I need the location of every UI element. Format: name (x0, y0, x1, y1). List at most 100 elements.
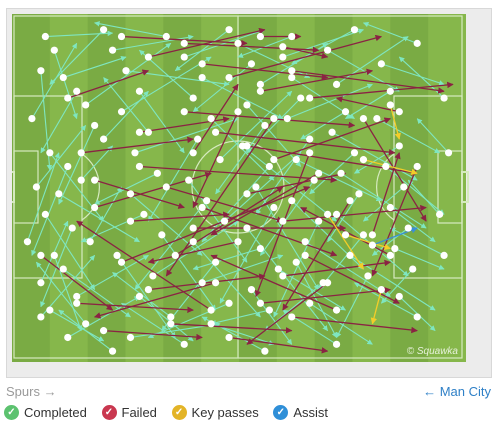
pass-origin-dot[interactable] (368, 241, 376, 249)
pass-origin-dot[interactable] (409, 265, 417, 273)
pass-origin-dot[interactable] (162, 32, 170, 41)
pass-origin-dot[interactable] (207, 320, 215, 328)
pass-origin-dot[interactable] (194, 135, 202, 143)
pass-origin-dot[interactable] (364, 272, 372, 280)
pass-origin-dot[interactable] (413, 162, 421, 171)
pass-origin-dot[interactable] (37, 67, 45, 75)
pass-origin-dot[interactable] (440, 251, 448, 259)
pass-origin-dot[interactable] (306, 135, 314, 143)
pass-origin-dot[interactable] (68, 224, 76, 232)
pass-origin-dot[interactable] (306, 149, 314, 157)
pass-origin-dot[interactable] (265, 306, 273, 314)
pass-origin-dot[interactable] (391, 244, 399, 253)
pass-origin-dot[interactable] (198, 279, 206, 287)
pass-origin-dot[interactable] (332, 210, 341, 218)
pass-origin-dot[interactable] (243, 190, 251, 198)
pass-origin-dot[interactable] (256, 80, 264, 88)
pass-origin-dot[interactable] (207, 115, 215, 123)
pass-origin-dot[interactable] (341, 231, 350, 239)
pass-origin-dot[interactable] (50, 251, 58, 259)
pass-origin-dot[interactable] (108, 347, 117, 355)
pass-origin-dot[interactable] (261, 121, 269, 130)
pass-origin-dot[interactable] (324, 210, 332, 218)
pass-origin-dot[interactable] (373, 115, 381, 123)
pass-origin-dot[interactable] (341, 108, 350, 116)
pass-origin-dot[interactable] (288, 313, 296, 321)
pass-origin-dot[interactable] (350, 149, 359, 157)
pass-origin-dot[interactable] (274, 265, 282, 273)
pass-origin-dot[interactable] (386, 87, 394, 95)
pass-origin-dot[interactable] (37, 251, 45, 259)
pass-origin-dot[interactable] (288, 73, 296, 82)
pass-origin-dot[interactable] (350, 26, 359, 34)
pass-origin-dot[interactable] (377, 286, 385, 294)
pass-origin-dot[interactable] (288, 32, 296, 41)
pass-origin-dot[interactable] (440, 94, 448, 102)
pass-origin-dot[interactable] (359, 115, 368, 123)
pass-origin-dot[interactable] (324, 46, 332, 54)
pass-origin-dot[interactable] (167, 320, 175, 328)
pass-origin-dot[interactable] (355, 190, 363, 198)
pass-origin-dot[interactable] (189, 224, 197, 232)
pass-origin-dot[interactable] (234, 238, 242, 246)
pass-origin-dot[interactable] (185, 176, 193, 184)
pass-origin-dot[interactable] (377, 60, 385, 68)
pass-origin-dot[interactable] (135, 162, 144, 171)
pass-origin-dot[interactable] (382, 162, 390, 171)
pass-origin-dot[interactable] (64, 162, 72, 171)
pass-origin-dot[interactable] (131, 149, 139, 157)
pass-origin-dot[interactable] (283, 115, 291, 123)
pass-origin-dot[interactable] (59, 265, 67, 273)
pass-origin-dot[interactable] (261, 347, 269, 355)
pass-origin-dot[interactable] (346, 197, 354, 205)
pass-origin-dot[interactable] (220, 217, 229, 225)
pass-origin-dot[interactable] (234, 108, 242, 116)
pass-origin-dot[interactable] (135, 292, 144, 301)
pass-origin-dot[interactable] (395, 292, 403, 301)
pass-origin-dot[interactable] (167, 313, 175, 321)
pass-origin-dot[interactable] (346, 251, 354, 259)
pass-origin-dot[interactable] (64, 333, 72, 342)
pass-origin-dot[interactable] (198, 203, 206, 212)
pass-origin-dot[interactable] (243, 224, 251, 232)
pass-origin-dot[interactable] (256, 87, 264, 95)
pass-origin-dot[interactable] (413, 313, 421, 321)
pass-origin-dot[interactable] (144, 53, 152, 61)
pass-origin-dot[interactable] (153, 169, 161, 177)
pass-origin-dot[interactable] (328, 128, 336, 136)
pass-origin-dot[interactable] (37, 279, 45, 287)
pass-origin-dot[interactable] (256, 244, 264, 253)
pass-origin-dot[interactable] (292, 156, 300, 164)
pass-origin-dot[interactable] (265, 162, 273, 171)
pass-origin-dot[interactable] (82, 320, 90, 328)
pass-origin-dot[interactable] (337, 169, 345, 177)
pass-origin-dot[interactable] (234, 39, 242, 47)
pass-origin-dot[interactable] (225, 73, 233, 82)
pass-origin-dot[interactable] (73, 299, 81, 307)
pass-origin-dot[interactable] (270, 156, 278, 164)
pass-origin-dot[interactable] (386, 101, 394, 109)
pass-origin-dot[interactable] (315, 169, 323, 177)
legend-assist[interactable]: ✓ Assist (273, 405, 328, 420)
pass-origin-dot[interactable] (243, 101, 251, 109)
pass-origin-dot[interactable] (292, 258, 300, 266)
pass-origin-dot[interactable] (247, 286, 256, 294)
pass-origin-dot[interactable] (91, 121, 99, 130)
pass-origin-dot[interactable] (444, 149, 453, 157)
pass-origin-dot[interactable] (243, 142, 251, 150)
pass-origin-dot[interactable] (404, 224, 412, 232)
pass-origin-dot[interactable] (270, 115, 278, 123)
pass-origin-dot[interactable] (288, 197, 296, 205)
pass-origin-dot[interactable] (32, 183, 40, 191)
pass-origin-dot[interactable] (41, 32, 49, 41)
pass-origin-dot[interactable] (400, 183, 408, 191)
pass-origin-dot[interactable] (395, 142, 403, 150)
pass-origin-dot[interactable] (135, 87, 144, 95)
pass-origin-dot[interactable] (203, 197, 211, 205)
pass-origin-dot[interactable] (122, 67, 130, 75)
pass-origin-dot[interactable] (82, 101, 90, 109)
pass-origin-dot[interactable] (413, 39, 421, 47)
pass-origin-dot[interactable] (180, 53, 188, 61)
pass-origin-dot[interactable] (149, 272, 157, 280)
pass-origin-dot[interactable] (279, 272, 287, 280)
